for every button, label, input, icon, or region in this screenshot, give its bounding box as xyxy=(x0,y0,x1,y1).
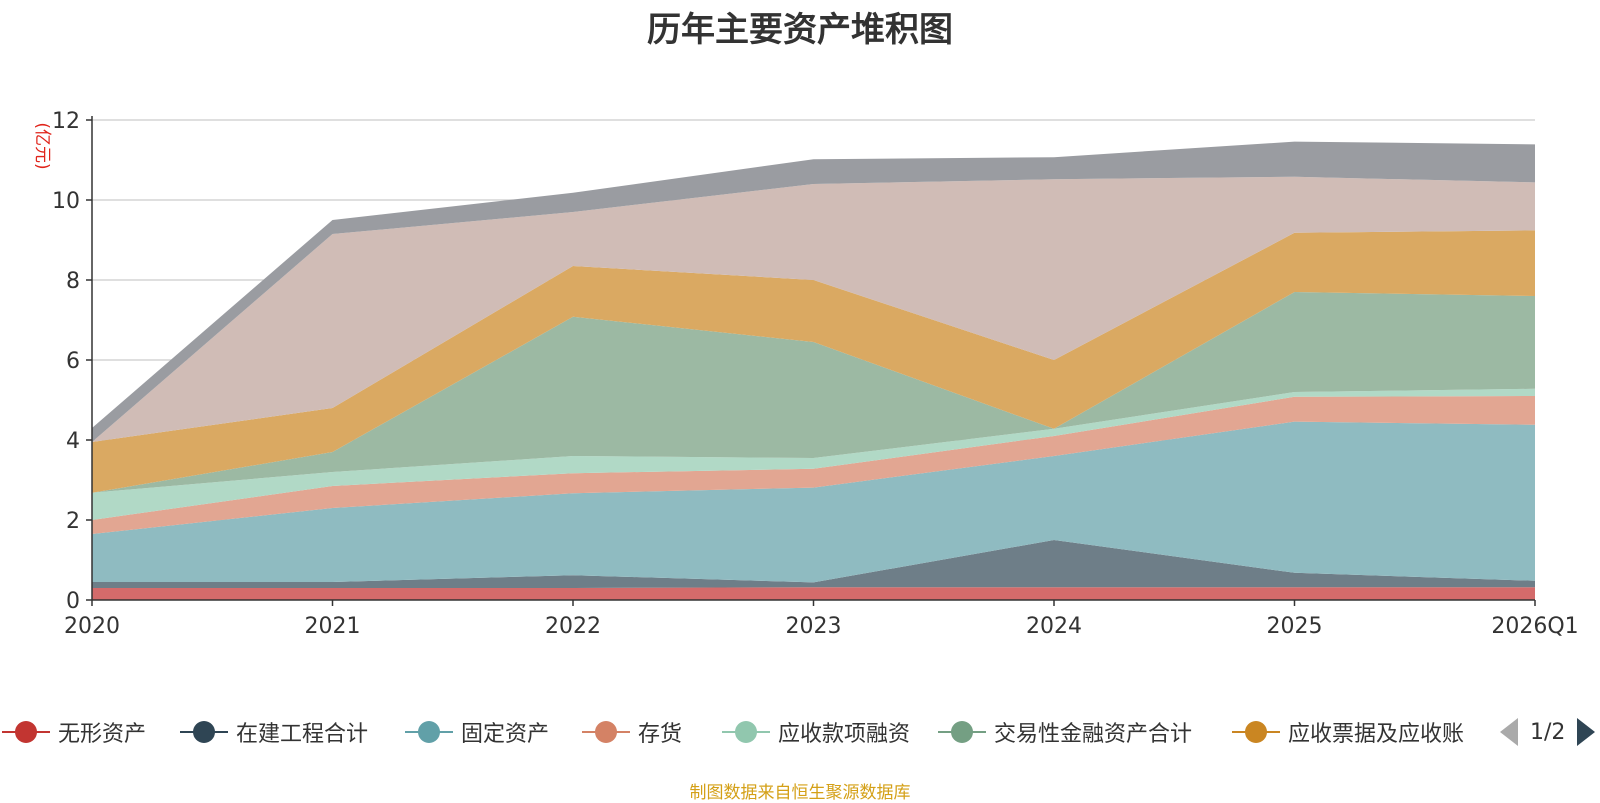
area-series-0 xyxy=(92,587,1535,600)
legend-item-3[interactable]: 存货 xyxy=(582,712,682,752)
y-tick-label-10: 10 xyxy=(52,189,80,214)
x-tick-label-6: 2026Q1 xyxy=(1491,614,1578,639)
y-tick-label-8: 8 xyxy=(66,269,80,294)
legend-item-5[interactable]: 交易性金融资产合计 xyxy=(938,712,1192,752)
x-tick-label-2: 2022 xyxy=(545,614,601,639)
legend-item-0[interactable]: 无形资产 xyxy=(2,712,146,752)
area-series-7 xyxy=(92,176,1535,443)
legend-marker-icon xyxy=(582,721,630,743)
legend-item-4[interactable]: 应收款项融资 xyxy=(722,712,910,752)
data-source-note: 制图数据来自恒生聚源数据库 xyxy=(689,783,911,803)
legend-page-indicator: 1/2 xyxy=(1530,719,1566,745)
x-tick-label-3: 2023 xyxy=(786,614,842,639)
legend-marker-icon xyxy=(1232,721,1280,743)
x-tick-label-4: 2024 xyxy=(1026,614,1082,639)
area-series-9 xyxy=(92,141,1535,442)
legend-marker-icon xyxy=(180,721,228,743)
legend-label: 存货 xyxy=(638,722,683,747)
legend-label: 交易性金融资产合计 xyxy=(994,722,1193,747)
y-tick-label-6: 6 xyxy=(66,349,80,374)
legend-item-6[interactable]: 应收票据及应收账 xyxy=(1232,712,1464,752)
area-series-1 xyxy=(92,540,1535,588)
y-tick-label-4: 4 xyxy=(66,429,80,454)
x-tick-label-0: 2020 xyxy=(64,614,120,639)
stacked-area-chart: 0 2 4 6 8 10 12 2020 2021 2022 2023 2024 2025 2026Q1 (… xyxy=(32,109,1579,639)
area-series-2 xyxy=(92,421,1535,583)
legend-marker-icon xyxy=(938,721,986,743)
legend-marker-icon xyxy=(405,721,453,743)
legend-label: 应收票据及应收账 xyxy=(1288,722,1465,747)
area-series-3 xyxy=(92,396,1535,534)
area-series-6 xyxy=(92,230,1535,493)
legend-label: 在建工程合计 xyxy=(236,722,369,747)
y-tick-label-12: 12 xyxy=(52,109,80,134)
legend-pager: 1/2 xyxy=(1500,712,1596,752)
legend-item-1[interactable]: 在建工程合计 xyxy=(180,712,368,752)
legend-marker-icon xyxy=(722,721,770,743)
legend-next-page-icon[interactable] xyxy=(1577,718,1596,746)
legend-label: 固定资产 xyxy=(461,722,550,747)
y-tick-label-2: 2 xyxy=(66,509,80,534)
legend-item-2[interactable]: 固定资产 xyxy=(405,712,549,752)
x-tick-label-1: 2021 xyxy=(305,614,361,639)
legend-label: 应收款项融资 xyxy=(778,722,911,747)
legend-label: 无形资产 xyxy=(58,722,147,747)
y-axis-unit-label: (亿元) xyxy=(32,122,52,169)
legend-prev-page-icon[interactable] xyxy=(1500,718,1518,746)
legend-marker-icon xyxy=(2,721,50,743)
chart-title: 历年主要资产堆积图 xyxy=(647,10,953,50)
area-series-5 xyxy=(92,292,1535,493)
y-tick-label-0: 0 xyxy=(66,589,80,614)
x-tick-label-5: 2025 xyxy=(1267,614,1323,639)
legend: 无形资产 在建工程合计 固定资产 存货 应收款项融资 交易性金融资产合计 应收票据及应收账 xyxy=(0,712,1600,752)
